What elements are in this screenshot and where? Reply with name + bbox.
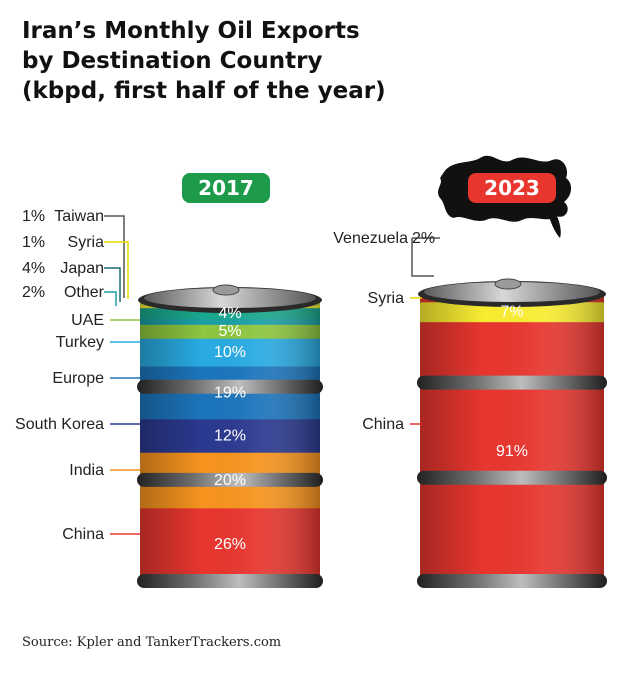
chart-title-line-1: Iran’s Monthly Oil Exports bbox=[22, 18, 360, 44]
segment-label-2023-syria: 7% bbox=[500, 304, 523, 321]
barrel-hoop-2017-1 bbox=[137, 379, 323, 394]
callout-name-2017-taiwan: Taiwan bbox=[54, 208, 104, 225]
callout-name-2017-europe: Europe bbox=[52, 370, 104, 387]
callout-name-2017-india: India bbox=[69, 462, 104, 479]
year-badge-2023 bbox=[468, 173, 556, 203]
segment-label-2017-europe: 19% bbox=[214, 384, 246, 401]
segment-label-2017-japan: 4% bbox=[218, 305, 241, 322]
callout-name-2017-japan: Japan bbox=[60, 260, 104, 277]
callout-name-2017-south-korea: South Korea bbox=[15, 416, 104, 433]
segment-label-2017-india: 20% bbox=[214, 472, 246, 489]
callout-pct-2017-taiwan: 1% bbox=[22, 208, 45, 225]
chart-source: Source: Kpler and TankerTrackers.com bbox=[22, 635, 281, 650]
year-badge-label-2023: 2023 bbox=[484, 176, 540, 200]
callout-name-2023-china: China bbox=[362, 416, 404, 433]
callout-pct-2023-venezuela: 2% bbox=[412, 230, 435, 247]
callout-pct-2017-other: 2% bbox=[22, 284, 45, 301]
segment-label-2017-china: 26% bbox=[214, 536, 246, 553]
callout-drop-2023-venezuela bbox=[411, 238, 434, 277]
callout-name-2017-syria: Syria bbox=[68, 234, 105, 251]
callout-name-2017-turkey: Turkey bbox=[56, 334, 104, 351]
callout-pct-2017-syria: 1% bbox=[22, 234, 45, 251]
segment-label-2017-turkey: 10% bbox=[214, 344, 246, 361]
callout-name-2017-other: Other bbox=[64, 284, 105, 301]
callout-pct-2017-japan: 4% bbox=[22, 260, 45, 277]
callout-line-2017-other bbox=[104, 291, 117, 306]
chart-title-line-3: (kbpd, first half of the year) bbox=[22, 78, 386, 104]
barrel-bung-icon-2023 bbox=[494, 278, 522, 290]
callout-name-2017-uae: UAE bbox=[71, 312, 104, 329]
callout-line-2017-japan bbox=[104, 267, 121, 302]
segment-label-2023-china: 91% bbox=[496, 443, 528, 460]
barrel-hoop-2023-2 bbox=[417, 470, 607, 485]
barrel-2023: 91% 7% 2023 Venezuela 2% Syria China bbox=[333, 173, 607, 588]
oil-drip-icon bbox=[548, 214, 561, 238]
chart-title-line-2: by Destination Country bbox=[22, 48, 322, 74]
callout-name-2023-venezuela: Venezuela bbox=[333, 230, 408, 247]
segment-label-2017-uae: 5% bbox=[218, 323, 241, 340]
year-badge-label-2017: 2017 bbox=[198, 176, 254, 200]
barrel-hoop-2023-1 bbox=[417, 375, 607, 390]
barrel-bottom-rim-2017 bbox=[137, 574, 323, 588]
barrel-hoop-2017-2 bbox=[137, 472, 323, 487]
callout-line-2017-syria bbox=[104, 241, 129, 299]
year-badge-2017 bbox=[182, 173, 270, 203]
barrel-lid-2017 bbox=[144, 288, 316, 308]
barrel-bung-icon-2017 bbox=[212, 284, 240, 296]
barrel-lid-2023 bbox=[424, 282, 600, 302]
callout-name-2017-china: China bbox=[62, 526, 104, 543]
barrel-bottom-rim-2023 bbox=[417, 574, 607, 588]
segment-label-2017-south-korea: 12% bbox=[214, 427, 246, 444]
callout-line-2017-taiwan bbox=[104, 215, 125, 298]
callout-name-2023-syria: Syria bbox=[368, 290, 405, 307]
